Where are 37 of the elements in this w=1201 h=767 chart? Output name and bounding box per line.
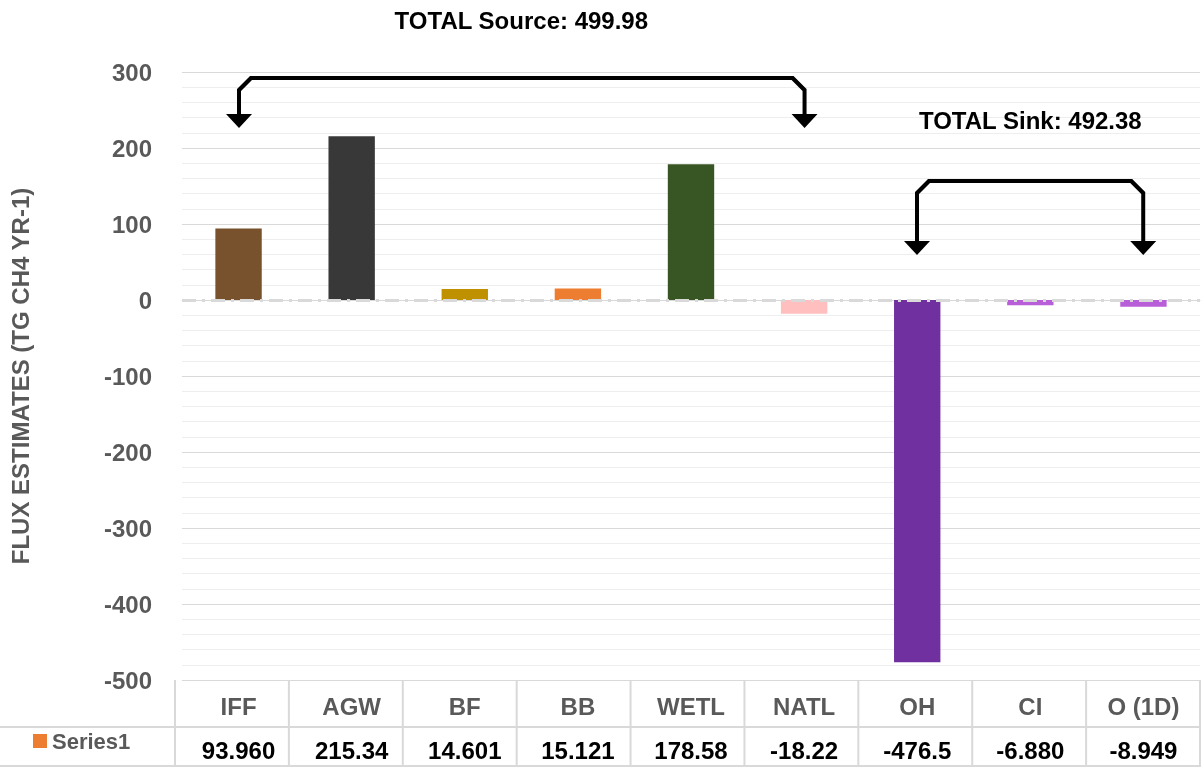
- bar: [894, 300, 941, 663]
- x-tick-label: IFF: [220, 692, 257, 720]
- data-label: 93.960: [201, 736, 276, 764]
- data-label: -6.880: [996, 736, 1065, 764]
- y-tick-label: 0: [138, 286, 152, 314]
- x-tick-label: CI: [1018, 692, 1043, 720]
- y-axis-title: FLUX ESTIMATES (TG CH4 YR-1): [6, 187, 34, 565]
- x-tick-label: OH: [899, 692, 936, 720]
- x-tick-label: BF: [448, 692, 481, 720]
- y-tick-label: -500: [103, 666, 152, 694]
- bar: [667, 164, 715, 300]
- legend-label: Series1: [52, 728, 131, 754]
- y-tick-label: -300: [103, 514, 152, 542]
- bar: [328, 136, 375, 300]
- data-label: -476.5: [883, 736, 952, 764]
- y-tick-label: -400: [103, 590, 152, 618]
- data-label: 14.601: [428, 736, 502, 764]
- bar: [780, 300, 828, 314]
- x-tick-label: NATL: [773, 692, 836, 720]
- data-label: -18.22: [770, 736, 839, 764]
- y-tick-label: 100: [111, 210, 152, 238]
- x-tick-label: BB: [560, 692, 596, 720]
- data-label: 15.121: [541, 736, 615, 764]
- bar: [215, 228, 262, 300]
- y-tick-label: -200: [103, 438, 152, 466]
- x-tick-label: WETL: [657, 692, 725, 720]
- y-tick-label: 300: [111, 58, 152, 86]
- x-tick-label: O (1D): [1107, 692, 1180, 720]
- data-label: 178.58: [654, 736, 728, 764]
- data-label: -8.949: [1109, 736, 1178, 764]
- data-label: 215.34: [314, 736, 390, 764]
- y-tick-label: -100: [103, 362, 152, 390]
- x-tick-label: AGW: [322, 692, 382, 720]
- annotation: TOTAL Sink: 492.38: [918, 106, 1142, 134]
- bar: [441, 288, 488, 300]
- y-tick-label: 200: [111, 134, 152, 162]
- text: TOTAL Source: 499.98: [394, 6, 649, 34]
